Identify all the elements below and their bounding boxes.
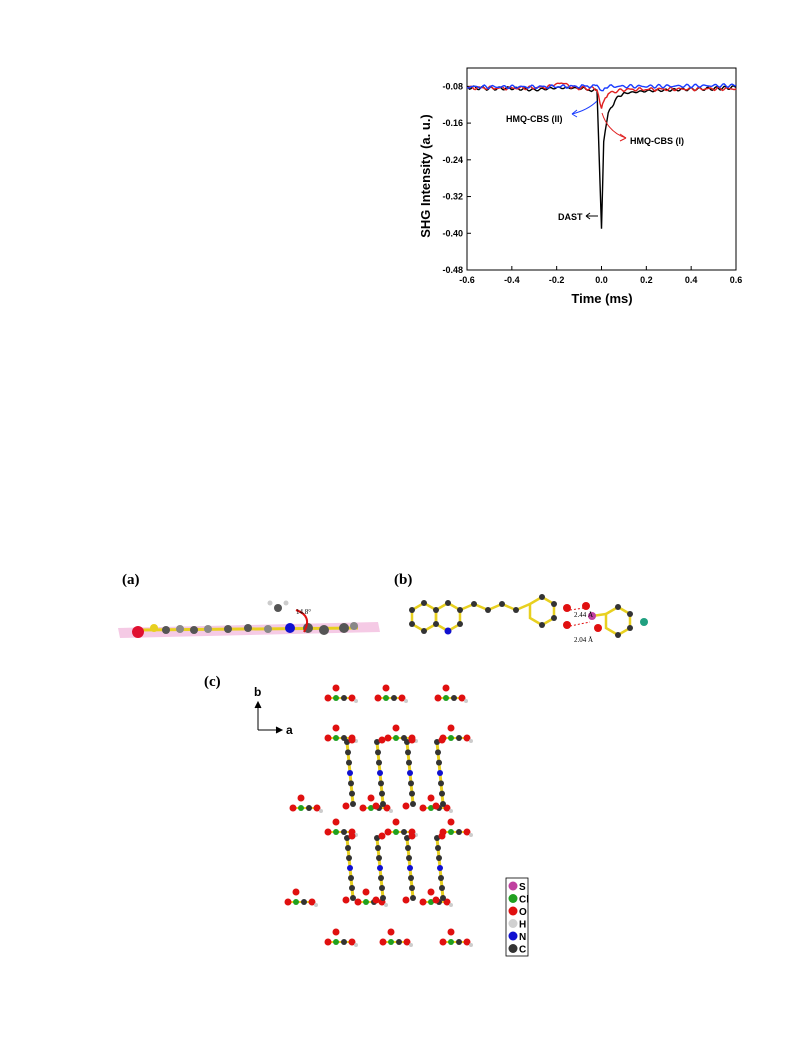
anion-unit (434, 684, 468, 703)
x-tick-label: -0.2 (549, 275, 565, 285)
legend-swatch-s (508, 881, 518, 891)
legend-label-h: H (519, 920, 526, 931)
anion-unit (284, 888, 318, 907)
distance-label-1: 2.44 Å (574, 611, 593, 619)
anion-unit (439, 928, 473, 947)
panel-label-b: (b) (394, 572, 412, 588)
legend-swatch-c (508, 944, 518, 953)
molecule-b-atoms (409, 594, 648, 638)
y-tick-label: -0.32 (442, 192, 463, 202)
hbond-2 (569, 621, 591, 627)
y-tick-label: -0.48 (442, 265, 463, 275)
panel-label-c: (c) (204, 674, 221, 690)
anion-unit (289, 794, 323, 813)
anion-unit (359, 794, 393, 813)
plot-tick-labels: -0.6 -0.4 -0.2 0.0 0.2 0.4 0.6 -0.08 -0.16 -0.24 -… (442, 81, 742, 285)
x-axis-label: Time (ms) (571, 291, 632, 306)
shg-chart: -0.6 -0.4 -0.2 0.0 0.2 0.4 0.6 -0.08 -0.16 -0.24 -… (418, 67, 742, 306)
anion-unit (374, 684, 408, 703)
plot-frame (466, 67, 737, 271)
anion-unit (419, 794, 453, 813)
cation-chain (432, 736, 446, 810)
annotation-hmq-cbs-ii: HMQ-CBS (II) (506, 114, 563, 124)
angle-label: 14.8° (296, 608, 311, 616)
y-axis-label: SHG Intensity (a. u.) (418, 114, 433, 238)
x-tick-label: 0.4 (685, 275, 698, 285)
legend-label-o: O (519, 907, 527, 918)
y-tick-label: -0.16 (442, 118, 463, 128)
legend-label-s: S (519, 882, 526, 893)
x-tick-label: 0.6 (730, 275, 743, 285)
anion-unit (324, 928, 358, 947)
anion-unit (379, 928, 413, 947)
anion-unit (439, 818, 473, 837)
plot-series (466, 82, 737, 229)
cation-chain (432, 832, 446, 904)
figure-panel-a: (a) 14.8° (118, 572, 380, 638)
y-tick-label: -0.24 (442, 155, 463, 165)
cation-chain (372, 736, 386, 810)
x-tick-label: 0.2 (640, 275, 653, 285)
legend-swatch-cl (508, 894, 518, 903)
series-line-hmq-cbs-ii (466, 83, 737, 92)
legend-label-c: C (519, 945, 526, 956)
axis-a-label: a (286, 723, 293, 737)
legend-label-cl: Cl (519, 895, 529, 906)
crystal-packing (284, 684, 473, 947)
legend-swatch-o (508, 906, 518, 916)
annotation-dast: DAST (558, 212, 583, 222)
legend-swatch-h (508, 919, 518, 928)
x-tick-label: -0.4 (504, 275, 520, 285)
y-tick-label: -0.40 (442, 228, 463, 238)
cation-chain (402, 832, 416, 904)
angle-arrow (295, 609, 309, 633)
cation-chain (402, 736, 416, 810)
cation-chain (342, 736, 356, 810)
axis-b-label: b (254, 685, 261, 699)
anion-unit (354, 888, 388, 907)
hbond-1 (569, 607, 585, 611)
annotation-arrows (571, 100, 627, 220)
distance-label-2: 2.04 Å (574, 636, 593, 644)
legend-swatch-n (508, 931, 518, 941)
y-tick-label: -0.08 (442, 81, 463, 91)
anion-unit (324, 684, 358, 703)
annotation-hmq-cbs-i: HMQ-CBS (I) (630, 136, 684, 146)
figure-panel-b: (b) 2.44 Å 2.04 Å (394, 572, 648, 644)
x-tick-label: 0.0 (595, 275, 608, 285)
axis-indicator (254, 700, 284, 734)
legend-label-n: N (519, 932, 526, 943)
plot-border (466, 67, 737, 271)
cation-chain (342, 832, 356, 904)
x-tick-label: -0.6 (459, 275, 475, 285)
panel-label-a: (a) (122, 572, 140, 588)
plot-ticks (466, 85, 737, 271)
cation-chain (372, 832, 386, 904)
